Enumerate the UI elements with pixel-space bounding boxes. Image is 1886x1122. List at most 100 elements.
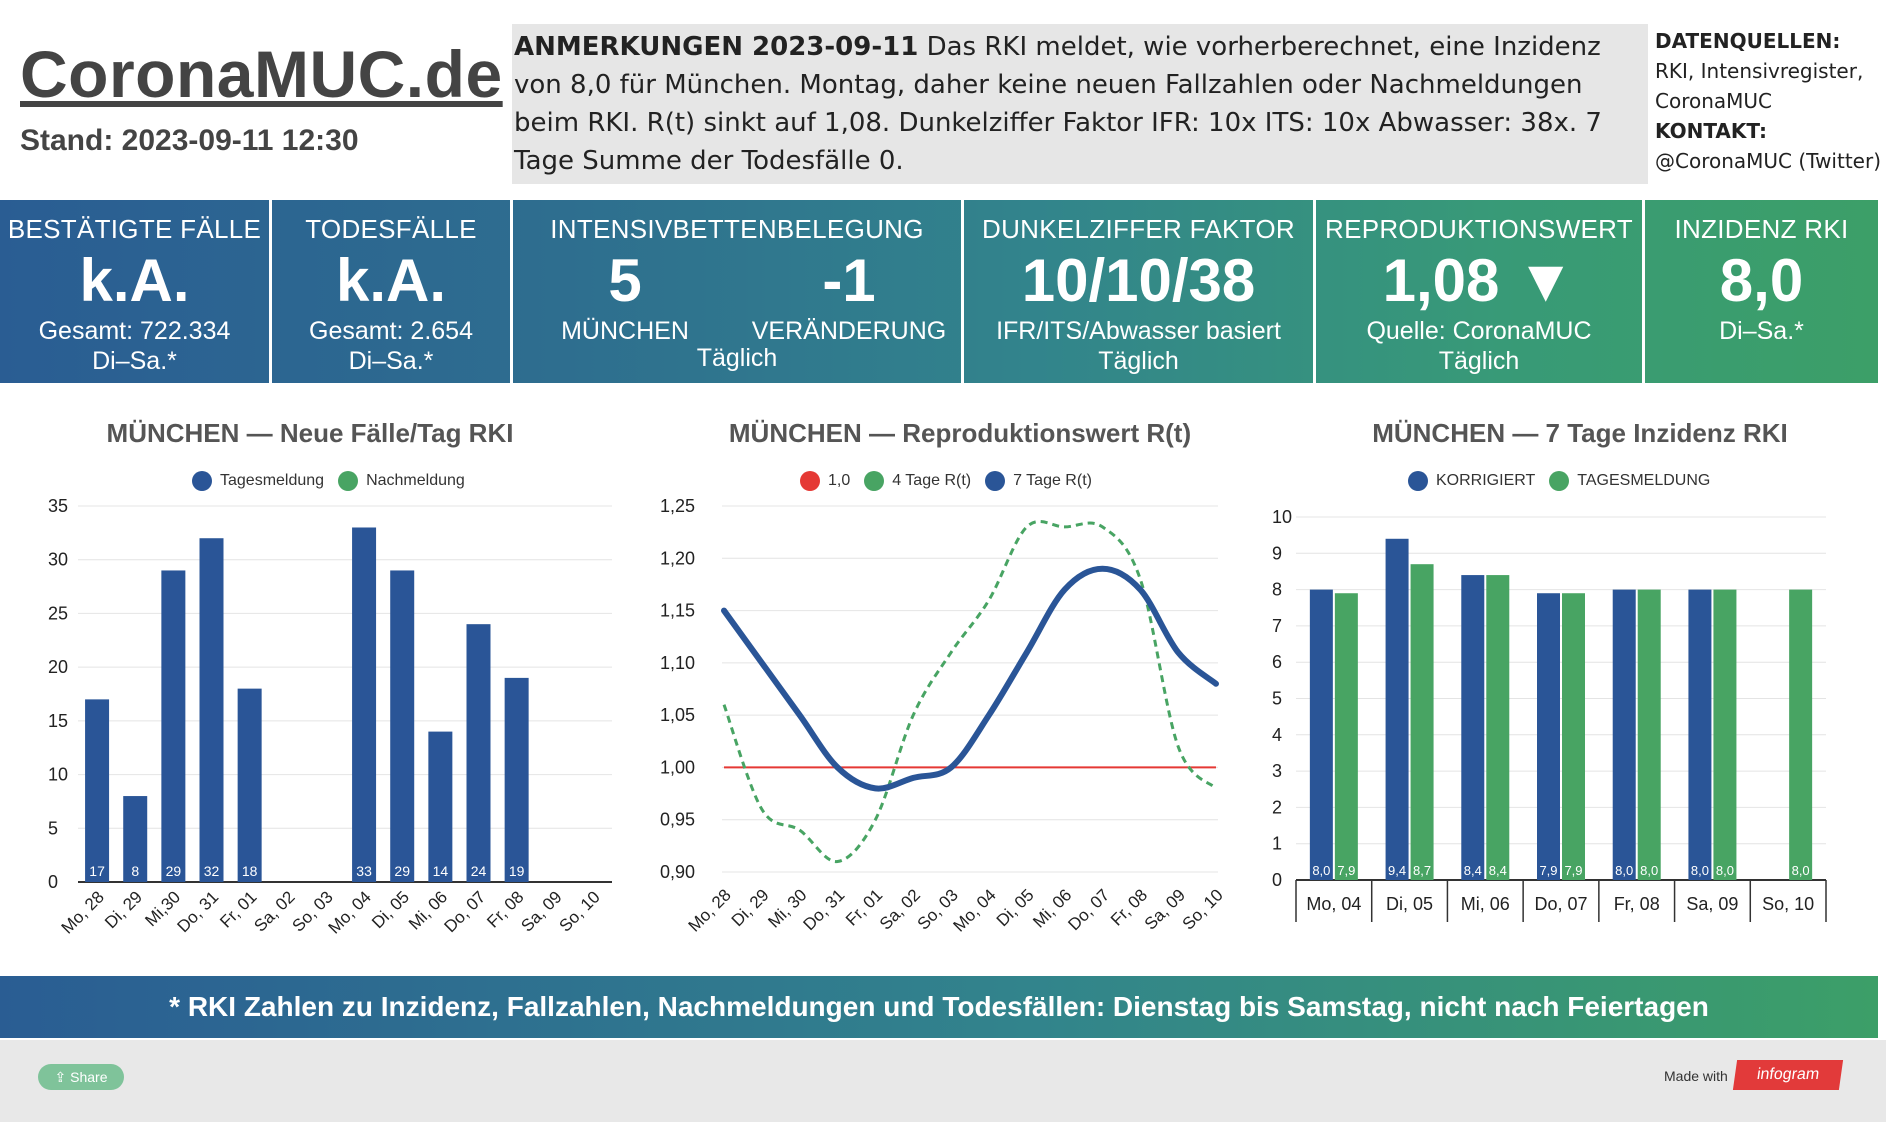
bar-value-label: 8,0 <box>1312 863 1330 878</box>
bar-tagesmeldung <box>352 527 377 882</box>
legend-swatch <box>800 471 820 491</box>
y-tick-label: 35 <box>48 496 68 516</box>
y-tick-label: 4 <box>1272 725 1282 745</box>
legend-label: KORRIGIERT <box>1436 472 1536 489</box>
share-button[interactable]: ⇪ Share <box>38 1064 124 1090</box>
y-tick-label: 5 <box>48 818 58 838</box>
x-tick-label: Di, 05 <box>368 887 413 932</box>
legend-item-rt1[interactable]: 1,0 <box>800 471 850 491</box>
x-tick-label: Do, 31 <box>173 887 222 936</box>
y-tick-label: 9 <box>1272 543 1282 563</box>
kpi-rt-period: Täglich <box>1438 347 1520 375</box>
legend-item-tagesmeldung[interactable]: Tagesmeldung <box>192 471 324 491</box>
bar-value-label: 33 <box>356 863 372 879</box>
bar-tagesmeldung <box>504 677 529 882</box>
kpi-incidence: INZIDENZ RKI 8,0 Di–Sa.* <box>1645 200 1878 383</box>
kpi-dark-period: Täglich <box>1098 347 1179 375</box>
legend-swatch <box>1549 471 1570 491</box>
sources-line2: CoronaMUC <box>1655 89 1773 113</box>
kpi-cases: BESTÄTIGTE FÄLLE k.A. Gesamt: 722.334 Di… <box>0 200 272 383</box>
contact-value[interactable]: @CoronaMUC (Twitter) <box>1655 149 1882 173</box>
x-tick-label: Di, 29 <box>101 887 146 932</box>
kpi-rt: REPRODUKTIONSWERT 1,08 ▼ Quelle: CoronaM… <box>1316 200 1645 383</box>
y-tick-label: 20 <box>48 657 68 677</box>
x-tick-label: Mi, 06 <box>1461 894 1510 914</box>
site-title[interactable]: CoronaMUC.de <box>20 37 503 111</box>
kpi-icu: INTENSIVBETTENBELEGUNG 5 MÜNCHEN -1 VERÄ… <box>513 200 964 383</box>
y-tick-label: 15 <box>48 711 68 731</box>
y-tick-label: 1 <box>1272 834 1282 854</box>
bar-tagesmeldung <box>237 688 262 882</box>
legend-item-nachmeldung[interactable]: Nachmeldung <box>338 471 465 491</box>
infogram-logo[interactable]: infogram <box>1732 1060 1844 1090</box>
kpi-icu-period: Täglich <box>696 344 778 372</box>
legend-label: Tagesmeldung <box>220 472 325 489</box>
sources-box: DATENQUELLEN: RKI, Intensivregister, Cor… <box>1655 26 1881 176</box>
x-tick-label: So, 10 <box>1179 885 1227 933</box>
bar-tagesmeldung <box>1713 589 1737 880</box>
x-tick-label: Di, 29 <box>728 885 773 930</box>
legend-swatch <box>192 471 212 491</box>
legend-swatch <box>338 471 359 491</box>
bar-value-label: 7,9 <box>1539 863 1557 878</box>
legend-item-tagesmeldung-inz[interactable]: TAGESMELDUNG <box>1549 471 1710 491</box>
legend-label: Nachmeldung <box>366 472 465 489</box>
x-tick-label: Mo, 28 <box>58 887 108 937</box>
legend-item-korrigiert[interactable]: KORRIGIERT <box>1408 471 1535 491</box>
kpi-rt-title: REPRODUKTIONSWERT <box>1325 214 1633 244</box>
legend-item-rt7[interactable]: 7 Tage R(t) <box>985 471 1092 491</box>
bar-korrigiert <box>1612 589 1636 880</box>
bar-value-label: 8,7 <box>1413 863 1431 878</box>
bar-tagesmeldung <box>199 538 224 882</box>
y-tick-label: 1,10 <box>660 653 695 673</box>
y-tick-label: 0 <box>48 872 58 892</box>
bar-tagesmeldung <box>1637 589 1661 880</box>
legend-swatch <box>1408 471 1428 491</box>
contact-label: KONTAKT: <box>1655 119 1767 143</box>
x-tick-label: Sa, 09 <box>517 887 565 935</box>
series-line-4-tage <box>722 520 1218 864</box>
kpi-incidence-period: Di–Sa.* <box>1719 317 1804 345</box>
chart-rt-legend: 1,0 4 Tage R(t) 7 Tage R(t) <box>800 471 1092 491</box>
bar-value-label: 19 <box>509 863 525 879</box>
chart-rt-title: MÜNCHEN — Reproduktionswert R(t) <box>728 418 1192 448</box>
y-tick-label: 10 <box>1272 507 1292 527</box>
notes-text: Das RKI meldet, wie vorherberechnet, ein… <box>514 32 1602 176</box>
bar-korrigiert <box>1688 589 1712 880</box>
bar-value-label: 8,4 <box>1464 863 1482 878</box>
bar-value-label: 8,0 <box>1716 863 1734 878</box>
chart-incidence-legend: KORRIGIERT TAGESMELDUNG <box>1408 471 1710 491</box>
x-tick-label: Sa, 02 <box>250 887 298 935</box>
legend-swatch <box>864 471 885 491</box>
sources-label: DATENQUELLEN: <box>1655 29 1841 53</box>
x-tick-label: Do, 31 <box>800 885 849 934</box>
bar-tagesmeldung <box>390 570 415 882</box>
kpi-icu-left: 5 MÜNCHEN <box>513 246 737 346</box>
x-tick-label: Sa, 02 <box>876 885 924 933</box>
y-tick-label: 6 <box>1272 652 1282 672</box>
kpi-deaths-period: Di–Sa.* <box>348 347 434 375</box>
y-tick-label: 8 <box>1272 580 1282 600</box>
kpi-incidence-title: INZIDENZ RKI <box>1674 214 1849 244</box>
x-tick-label: Sa, 09 <box>1141 885 1189 933</box>
bar-tagesmeldung <box>1486 575 1510 880</box>
share-label: Share <box>70 1069 108 1085</box>
y-tick-label: 0 <box>1272 870 1282 890</box>
bar-tagesmeldung <box>85 699 110 882</box>
bar-value-label: 9,4 <box>1388 863 1406 878</box>
kpi-dark: DUNKELZIFFER FAKTOR 10/10/38 IFR/ITS/Abw… <box>964 200 1316 383</box>
y-tick-label: 0,95 <box>660 810 695 830</box>
x-tick-label: Do, 07 <box>1534 894 1587 914</box>
kpi-cases-period: Di–Sa.* <box>92 347 177 375</box>
notes-box: ANMERKUNGEN 2023-09-11 Das RKI meldet, w… <box>512 24 1648 184</box>
bar-tagesmeldung <box>1334 593 1358 880</box>
chart-cases-legend: Tagesmeldung Nachmeldung <box>192 471 465 491</box>
x-tick-label: So, 10 <box>556 887 604 935</box>
kpi-dark-title: DUNKELZIFFER FAKTOR <box>982 214 1295 244</box>
legend-item-rt4[interactable]: 4 Tage R(t) <box>864 471 971 491</box>
y-tick-label: 1,20 <box>660 548 695 568</box>
y-tick-label: 30 <box>48 550 68 570</box>
kpi-icu-value: 5 <box>608 247 642 314</box>
kpi-cases-value: k.A. <box>79 247 190 314</box>
